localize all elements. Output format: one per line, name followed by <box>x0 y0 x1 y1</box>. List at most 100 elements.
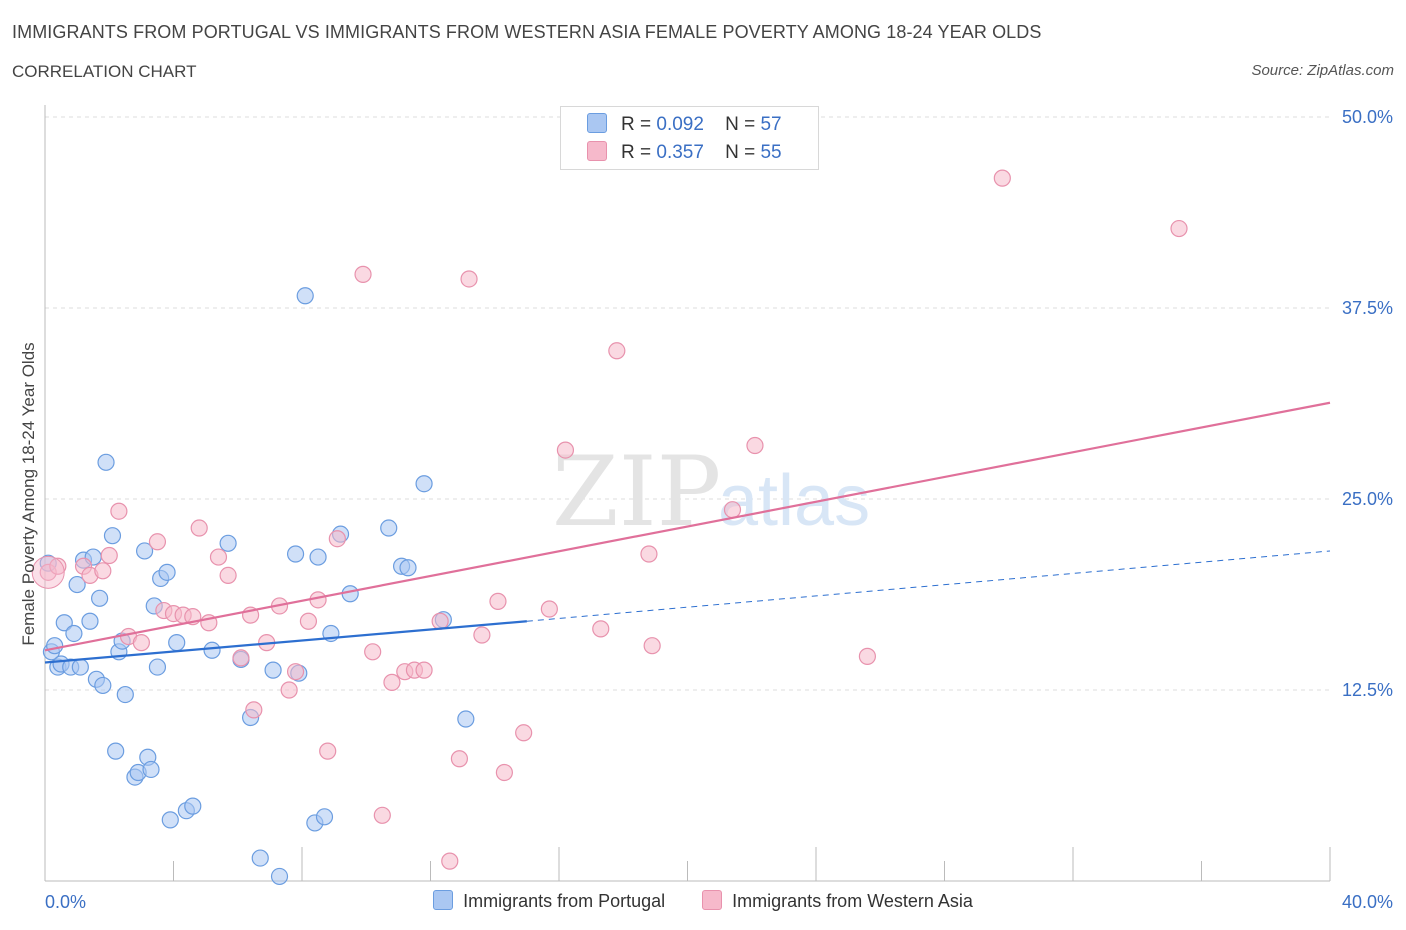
western-asia-point <box>373 806 391 824</box>
western-asia-point <box>354 265 372 283</box>
portugal-point <box>158 563 176 581</box>
western-asia-point <box>1170 219 1188 238</box>
series-legend-portugal[interactable]: Immigrants from Portugal <box>433 890 665 912</box>
portugal-point <box>168 634 186 652</box>
western-asia-point <box>190 519 208 537</box>
portugal-point <box>55 614 73 632</box>
portugal-point <box>91 589 109 607</box>
western-asia-point <box>383 673 401 691</box>
y-tick-label: 12.5% <box>1342 680 1393 700</box>
legend-row-portugal: R = 0.092 N = 57 <box>587 113 782 136</box>
portugal-point <box>309 548 327 566</box>
legend-n-label: N = <box>725 142 756 163</box>
portugal-point <box>161 811 179 829</box>
portugal-point <box>315 808 334 826</box>
legend-row-western-asia: R = 0.357 N = 55 <box>587 141 782 164</box>
western-asia-point <box>49 557 67 575</box>
legend-r-label: R = <box>621 142 652 163</box>
legend-swatch-western-asia <box>587 141 607 161</box>
western-asia-point <box>209 548 228 566</box>
source-label: Source: ZipAtlas.com <box>1251 62 1394 79</box>
portugal-point <box>68 575 86 594</box>
western-asia-point <box>415 661 433 679</box>
legend-n-label: N = <box>725 114 756 135</box>
portugal-point <box>264 661 282 679</box>
y-tick-label: 50.0% <box>1342 107 1393 127</box>
western-asia-point <box>640 545 658 563</box>
series-legend: Immigrants from Portugal Immigrants from… <box>0 890 1406 912</box>
portugal-point <box>457 710 475 728</box>
western-asia-trend-line <box>44 401 1331 652</box>
western-asia-point <box>100 546 118 565</box>
portugal-point <box>296 287 314 305</box>
portugal-point <box>341 585 359 603</box>
watermark: ZIP atlas <box>552 436 870 548</box>
western-asia-point <box>540 600 558 618</box>
legend-r-value-portugal: 0.092 <box>656 114 704 135</box>
western-asia-point <box>280 681 298 699</box>
portugal-point <box>81 612 99 630</box>
legend-n-value-portugal: 57 <box>760 114 782 135</box>
western-asia-point <box>592 620 610 638</box>
western-asia-point <box>515 724 533 742</box>
portugal-point <box>203 641 221 659</box>
western-asia-point <box>450 750 469 768</box>
labels-layer: 12.5% 25.0% 37.5% 50.0% 0.0% 40.0% Female Pove… <box>19 107 1393 912</box>
western-asia-point <box>858 647 877 665</box>
correlation-legend: R = 0.092 N = 57 R = 0.357 N = 55 <box>560 106 819 170</box>
portugal-point <box>103 527 122 545</box>
western-asia-point <box>94 562 112 580</box>
portugal-point <box>94 676 112 695</box>
trend-layer <box>44 401 1331 664</box>
portugal-point <box>148 658 167 676</box>
legend-r-value-western-asia: 0.357 <box>656 142 704 163</box>
western-asia-point <box>993 169 1011 187</box>
portugal-point <box>107 742 125 760</box>
points-layer <box>31 169 1188 886</box>
portugal-trend-line <box>44 620 527 664</box>
western-asia-point <box>431 612 449 630</box>
portugal-point <box>184 797 202 815</box>
series-legend-western-asia[interactable]: Immigrants from Western Asia <box>702 890 973 912</box>
western-asia-point <box>286 663 305 681</box>
western-asia-point <box>746 436 764 455</box>
portugal-point <box>142 760 160 779</box>
portugal-point <box>286 545 305 563</box>
western-asia-point <box>643 637 661 655</box>
western-asia-point <box>219 566 237 585</box>
portugal-point <box>46 637 64 655</box>
x-tick-label: 40.0% <box>1342 892 1393 912</box>
portugal-point <box>415 475 433 493</box>
legend-n-value-western-asia: 55 <box>760 142 782 163</box>
western-asia-point <box>148 533 167 551</box>
western-asia-point <box>495 763 513 782</box>
portugal-point <box>251 849 269 867</box>
western-asia-point <box>319 742 337 760</box>
y-tick-label: 37.5% <box>1342 298 1393 318</box>
portugal-trend-extension <box>526 550 1331 622</box>
grid-layer <box>45 116 1330 691</box>
series-name-western-asia: Immigrants from Western Asia <box>732 891 973 911</box>
chart-title: IMMIGRANTS FROM PORTUGAL VS IMMIGRANTS F… <box>12 22 1042 42</box>
western-asia-point <box>132 634 150 652</box>
western-asia-point <box>489 592 507 610</box>
western-asia-point <box>232 649 250 667</box>
series-name-portugal: Immigrants from Portugal <box>463 891 666 911</box>
axis-layer <box>44 105 1331 882</box>
western-asia-point <box>556 441 575 459</box>
chart-subtitle: CORRELATION CHART <box>12 62 197 81</box>
western-asia-point <box>245 701 263 719</box>
western-asia-point <box>723 501 742 519</box>
portugal-point <box>270 867 289 886</box>
western-asia-point <box>608 342 626 360</box>
portugal-point <box>97 453 115 471</box>
western-asia-point <box>110 502 128 520</box>
y-tick-label: 25.0% <box>1342 489 1393 509</box>
portugal-point <box>116 685 134 704</box>
watermark-zip: ZIP <box>552 436 721 548</box>
watermark-atlas: atlas <box>718 461 870 541</box>
western-asia-point <box>460 270 478 288</box>
western-asia-point <box>473 626 491 644</box>
y-axis-title: Female Poverty Among 18-24 Year Olds <box>19 342 38 645</box>
legend-r-label: R = <box>621 114 652 135</box>
